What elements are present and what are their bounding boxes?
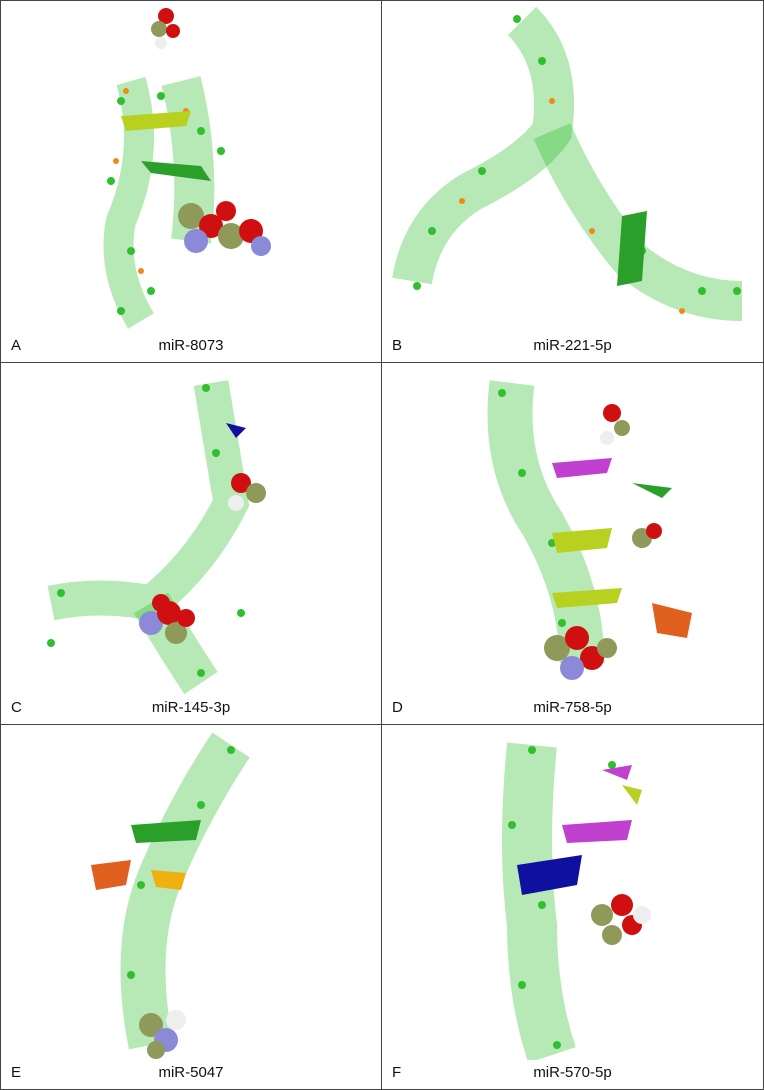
molecule-image-c (47, 380, 266, 695)
ligand-sphere-top-d (600, 404, 630, 445)
molecule-image-a (103, 8, 271, 329)
panel-letter-d: D (392, 699, 403, 716)
panel-a: A miR-8073 (1, 1, 382, 363)
ligand-sphere-main-c (139, 594, 195, 644)
panel-letter-b: B (392, 337, 403, 354)
ligand-sphere-top-a (151, 8, 180, 49)
docking-structure-a (1, 1, 381, 336)
panel-d: D miR-758-5p (382, 363, 763, 725)
docking-structure-f (382, 725, 763, 1060)
ligand-sphere-main-d (544, 626, 617, 680)
ligand-sphere-main-f (591, 894, 651, 945)
ligand-sphere-top-c (228, 473, 266, 511)
docking-structure-c (1, 363, 381, 698)
panel-c: C miR-145-3p (1, 363, 382, 725)
docking-structure-d (382, 363, 763, 698)
panel-letter-f: F (392, 1064, 402, 1081)
panel-caption-a: miR-8073 (158, 337, 224, 354)
panel-b: B miR-221-5p (382, 1, 763, 363)
molecule-image-e (91, 732, 250, 1059)
molecule-image-d (487, 380, 692, 680)
docking-structure-b (382, 1, 763, 336)
panel-caption-f: miR-570-5p (533, 1064, 612, 1081)
panel-caption-d: miR-758-5p (533, 699, 612, 716)
panel-letter-a: A (11, 337, 22, 354)
panel-f: F miR-570-5p (382, 725, 763, 1089)
panel-caption-c: miR-145-3p (151, 699, 231, 716)
panel-caption-b: miR-221-5p (533, 337, 612, 354)
ligand-sphere-main-a (178, 201, 271, 256)
panel-caption-e: miR-5047 (158, 1064, 224, 1081)
molecule-image-f (502, 742, 651, 1060)
ligand-sphere-mid-d (632, 523, 662, 548)
panel-letter-e: E (11, 1064, 22, 1081)
docking-structure-e (1, 725, 381, 1060)
ligand-sphere-main-e (139, 1010, 186, 1059)
molecule-image-b (392, 6, 743, 321)
panel-letter-c: C (11, 699, 22, 716)
panel-e: E miR-5047 (1, 725, 382, 1089)
